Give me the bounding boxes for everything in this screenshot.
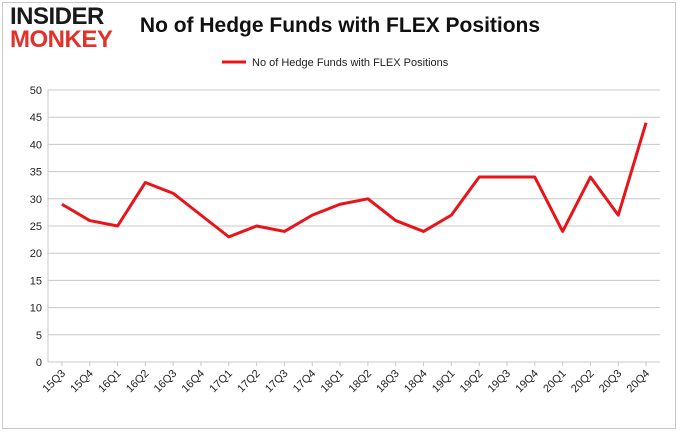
y-tick-label: 45 bbox=[30, 112, 42, 124]
chart-title: No of Hedge Funds with FLEX Positions bbox=[139, 14, 541, 37]
x-tick-label: 19Q3 bbox=[486, 368, 514, 396]
y-tick-label: 30 bbox=[30, 194, 42, 206]
x-tick-label: 16Q3 bbox=[152, 368, 180, 396]
legend-label: No of Hedge Funds with FLEX Positions bbox=[252, 57, 449, 69]
x-tick-label: 20Q4 bbox=[625, 368, 653, 396]
y-tick-label: 20 bbox=[30, 248, 42, 260]
y-tick-label: 15 bbox=[30, 275, 42, 287]
x-axis-ticks: 15Q3 15Q4 16Q1 16Q2 16Q3 16Q4 17Q1 17Q2 17Q3 17Q4… bbox=[41, 362, 653, 396]
y-tick-label: 50 bbox=[30, 85, 42, 97]
x-tick-label: 17Q1 bbox=[207, 368, 235, 396]
y-axis-ticks: 0 5 10 15 20 25 30 35 40 45 50 bbox=[30, 85, 42, 369]
x-tick-label: 17Q2 bbox=[235, 368, 263, 396]
chart-frame bbox=[2, 2, 676, 429]
x-tick-label: 16Q4 bbox=[180, 368, 208, 396]
x-tick-label: 19Q1 bbox=[430, 368, 458, 396]
x-tick-label: 19Q2 bbox=[458, 368, 486, 396]
y-tick-label: 40 bbox=[30, 139, 42, 151]
x-tick-label: 18Q2 bbox=[347, 368, 375, 396]
gridlines bbox=[47, 89, 660, 363]
x-tick-label: 18Q3 bbox=[374, 368, 402, 396]
y-tick-label: 5 bbox=[36, 330, 42, 342]
y-tick-label: 10 bbox=[30, 303, 42, 315]
x-tick-label: 16Q2 bbox=[124, 368, 152, 396]
x-tick-label: 20Q2 bbox=[569, 368, 597, 396]
x-tick-label: 17Q4 bbox=[291, 368, 319, 396]
series-group bbox=[61, 122, 648, 239]
y-tick-label: 25 bbox=[30, 221, 42, 233]
logo-line-2: MONKEY bbox=[10, 25, 113, 53]
x-tick-label: 20Q3 bbox=[597, 368, 625, 396]
y-tick-label: 0 bbox=[36, 357, 42, 369]
x-tick-label: 20Q1 bbox=[541, 368, 569, 396]
x-tick-label: 17Q3 bbox=[263, 368, 291, 396]
x-tick-label: 19Q4 bbox=[513, 368, 541, 396]
series-line bbox=[61, 122, 648, 239]
legend: No of Hedge Funds with FLEX Positions bbox=[222, 57, 449, 69]
logo-line-1: INSIDER bbox=[10, 3, 104, 30]
x-tick-label: 16Q1 bbox=[96, 368, 124, 396]
insider-monkey-logo: INSIDER MONKEY bbox=[10, 3, 113, 53]
x-tick-label: 15Q4 bbox=[68, 368, 96, 396]
x-tick-label: 18Q1 bbox=[319, 368, 347, 396]
x-tick-label: 18Q4 bbox=[402, 368, 430, 396]
x-tick-label: 15Q3 bbox=[41, 368, 69, 396]
y-tick-label: 35 bbox=[30, 167, 42, 179]
